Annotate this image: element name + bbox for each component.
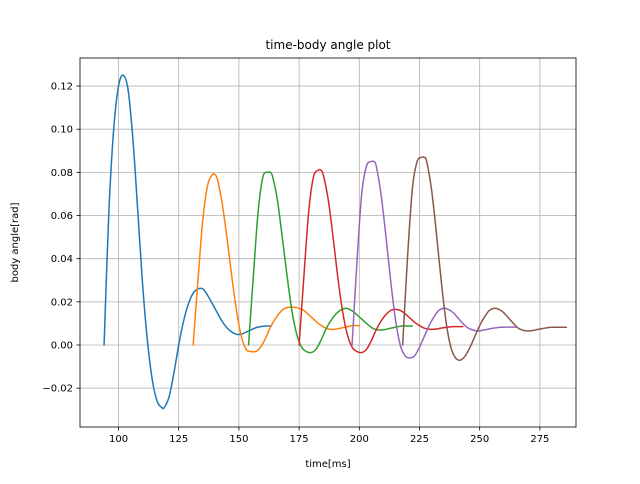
x-tick-label: 275 — [530, 434, 549, 445]
x-tick-label: 100 — [109, 434, 128, 445]
x-tick-label: 225 — [410, 434, 429, 445]
series-line-5 — [351, 160, 517, 359]
x-tick-label: 150 — [229, 434, 248, 445]
y-tick-label: 0.06 — [51, 211, 73, 222]
y-tick-label: 0.12 — [51, 82, 73, 93]
chart-title: time-body angle plot — [265, 38, 390, 52]
series-layer — [103, 74, 568, 410]
y-tick-label: 0.02 — [51, 297, 73, 308]
x-tick-label: 200 — [350, 434, 369, 445]
axes-frame — [79, 57, 577, 428]
grid — [80, 58, 576, 427]
y-tick-label: −0.02 — [42, 384, 73, 395]
ticks: 100 125 150 175 200 225 250 275 −0.02 0.00 0.02 0.0… — [42, 82, 549, 445]
y-tick-label: 0.04 — [51, 254, 73, 265]
plot-area — [80, 58, 576, 427]
x-tick-label: 250 — [470, 434, 489, 445]
y-tick-label: 0.08 — [51, 168, 73, 179]
x-axis-label: time[ms] — [305, 459, 350, 470]
y-tick-label: 0.10 — [51, 125, 73, 136]
series-line-6 — [401, 155, 568, 361]
x-tick-label: 125 — [169, 434, 188, 445]
series-line-3 — [247, 171, 414, 354]
series-line-4 — [298, 168, 464, 354]
x-tick-label: 175 — [290, 434, 309, 445]
y-tick-label: 0.00 — [51, 341, 73, 352]
y-axis-label: body angle[rad] — [10, 202, 21, 282]
series-line-2 — [192, 172, 361, 353]
